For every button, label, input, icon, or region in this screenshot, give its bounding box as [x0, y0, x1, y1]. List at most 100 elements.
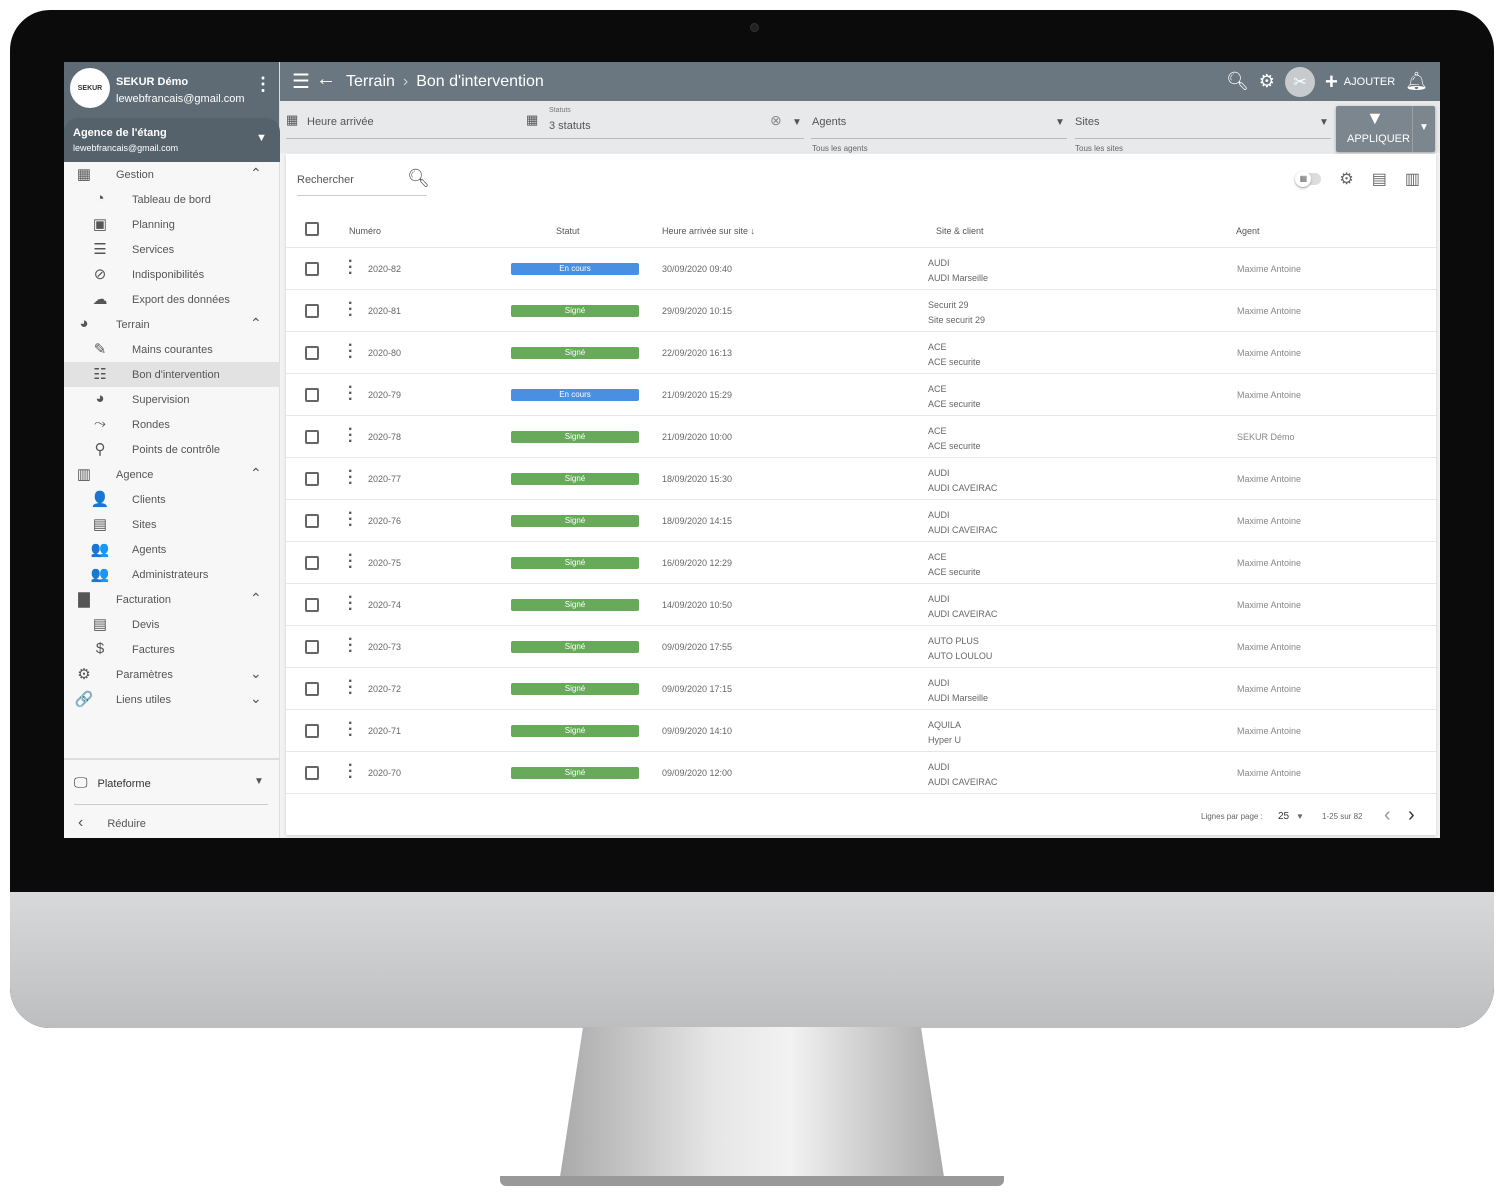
row-menu-icon[interactable]: · · · — [348, 715, 354, 744]
row-menu-icon[interactable]: · · · — [348, 631, 354, 660]
sidebar-item-liens-utiles[interactable]: 🔗 Liens utiles ⌄ — [64, 687, 280, 712]
sidebar-item-gestion[interactable]: ▦ Gestion ⌃ — [64, 162, 280, 187]
row-menu-icon[interactable]: · · · — [348, 673, 354, 702]
row-menu-icon[interactable]: · · · — [348, 337, 354, 366]
select-all-checkbox[interactable] — [305, 222, 319, 236]
sidebar-item-agence[interactable]: ▥ Agence ⌃ — [64, 462, 280, 487]
row-number[interactable]: 2020-80 — [368, 348, 402, 358]
table-row[interactable]: · · · 2020-75 Signé 16/09/2020 12:29 ACE AC… — [286, 542, 1436, 584]
row-checkbox[interactable] — [305, 724, 319, 738]
search-icon[interactable]: 🔍︎ — [1225, 71, 1249, 91]
sidebar-item-param-tres[interactable]: ⚙ Paramètres ⌄ — [64, 662, 280, 687]
platform-selector[interactable]: 🖵 Plateforme — [74, 774, 151, 791]
row-checkbox[interactable] — [305, 346, 319, 360]
caret-down-icon[interactable]: ▼ — [792, 117, 802, 128]
apply-dropdown-icon[interactable]: ▼ — [1412, 106, 1435, 152]
chevron-icon[interactable]: ⌃ — [250, 465, 262, 481]
arrival-date-filter[interactable]: ▦ Heure arrivée — [286, 107, 540, 139]
row-menu-icon[interactable]: · · · — [348, 547, 354, 576]
row-checkbox[interactable] — [305, 472, 319, 486]
row-number[interactable]: 2020-75 — [368, 558, 402, 568]
agents-filter[interactable]: Agents ▼ — [811, 107, 1067, 139]
table-row[interactable]: · · · 2020-80 Signé 22/09/2020 16:13 ACE AC… — [286, 332, 1436, 374]
tools-icon[interactable]: ✂ — [1284, 66, 1315, 97]
row-checkbox[interactable] — [305, 304, 319, 318]
sidebar-item-administrateurs[interactable]: 👥 Administrateurs — [64, 562, 280, 587]
col-arrival[interactable]: Heure arrivée sur site ↓ — [662, 226, 756, 236]
excel-export-icon[interactable]: ▤ — [1371, 171, 1387, 188]
row-number[interactable]: 2020-78 — [368, 432, 402, 442]
add-button[interactable]: + AJOUTER — [1325, 69, 1395, 95]
table-row[interactable]: · · · 2020-70 Signé 09/09/2020 12:00 AUDI A… — [286, 752, 1436, 794]
table-row[interactable]: · · · 2020-79 En cours 21/09/2020 15:29 AC… — [286, 374, 1436, 416]
sidebar-item-tableau-de-bord[interactable]: ◔ Tableau de bord — [64, 187, 280, 212]
sidebar-item-rondes[interactable]: ⤳ Rondes — [64, 412, 280, 437]
chevron-icon[interactable]: ⌄ — [250, 690, 262, 706]
chevron-icon[interactable]: ⌃ — [250, 315, 262, 331]
table-row[interactable]: · · · 2020-73 Signé 09/09/2020 17:55 AUTO … — [286, 626, 1436, 668]
rows-per-page-select[interactable]: 25 — [1278, 811, 1290, 822]
sidebar-item-bon-d-intervention[interactable]: ☷ Bon d'intervention — [64, 362, 280, 387]
chevron-icon[interactable]: ⌃ — [250, 590, 262, 606]
caret-down-icon[interactable]: ▼ — [1055, 117, 1065, 128]
table-row[interactable]: · · · 2020-74 Signé 14/09/2020 10:50 AUDI A… — [286, 584, 1436, 626]
sidebar-item-clients[interactable]: 👤 Clients — [64, 487, 280, 512]
view-toggle[interactable]: ▦ — [1295, 171, 1322, 187]
sidebar-item-sites[interactable]: ▤ Sites — [64, 512, 280, 537]
row-menu-icon[interactable]: · · · — [348, 379, 354, 408]
row-checkbox[interactable] — [305, 682, 319, 696]
chevron-icon[interactable]: ⌃ — [250, 165, 262, 181]
sidebar-item-agents[interactable]: 👥 Agents — [64, 537, 280, 562]
row-menu-icon[interactable]: · · · — [348, 463, 354, 492]
col-number[interactable]: Numéro — [349, 226, 382, 236]
sidebar-item-export-des-donn-es[interactable]: ☁ Export des données — [64, 287, 280, 312]
apply-button[interactable]: ▼ APPLIQUER ▼ — [1336, 106, 1435, 152]
search-input[interactable]: Rechercher 🔍︎ — [297, 166, 430, 196]
col-agent[interactable]: Agent — [1236, 226, 1260, 236]
table-row[interactable]: · · · 2020-78 Signé 21/09/2020 10:00 ACE AC… — [286, 416, 1436, 458]
col-site[interactable]: Site & client — [936, 226, 984, 236]
avatar[interactable]: SEKUR — [70, 68, 110, 108]
sidebar-item-points-de-contr-le[interactable]: ⚲ Points de contrôle — [64, 437, 280, 462]
reduce-button[interactable]: ‹ Réduire — [78, 814, 146, 832]
row-number[interactable]: 2020-73 — [368, 642, 402, 652]
row-number[interactable]: 2020-79 — [368, 390, 402, 400]
hamburger-icon[interactable]: ☰ — [292, 71, 310, 93]
table-row[interactable]: · · · 2020-81 Signé 29/09/2020 10:15 Secur… — [286, 290, 1436, 332]
sidebar-item-mains-courantes[interactable]: ✎ Mains courantes — [64, 337, 280, 362]
col-status[interactable]: Statut — [556, 226, 580, 236]
row-menu-icon[interactable]: · · · — [348, 505, 354, 534]
sidebar-item-planning[interactable]: ▣ Planning — [64, 212, 280, 237]
row-number[interactable]: 2020-76 — [368, 516, 402, 526]
table-row[interactable]: · · · 2020-82 En cours 30/09/2020 09:40 AU… — [286, 248, 1436, 290]
row-checkbox[interactable] — [305, 514, 319, 528]
agency-selector[interactable]: Agence de l'étang lewebfrancais@gmail.co… — [64, 118, 280, 162]
row-number[interactable]: 2020-70 — [368, 768, 402, 778]
row-menu-icon[interactable]: · · · — [348, 757, 354, 786]
sidebar-item-terrain[interactable]: ◕ Terrain ⌃ — [64, 312, 280, 337]
caret-down-icon[interactable]: ▼ — [254, 776, 264, 787]
row-number[interactable]: 2020-81 — [368, 306, 402, 316]
row-menu-icon[interactable]: · · · — [348, 253, 354, 282]
row-checkbox[interactable] — [305, 262, 319, 276]
table-row[interactable]: · · · 2020-72 Signé 09/09/2020 17:15 AUDI A… — [286, 668, 1436, 710]
prev-page-icon[interactable]: ‹ — [1384, 804, 1391, 826]
row-number[interactable]: 2020-77 — [368, 474, 402, 484]
sidebar-item-indisponibilit-s[interactable]: ⊘ Indisponibilités — [64, 262, 280, 287]
caret-down-icon[interactable]: ▼ — [1296, 812, 1304, 821]
row-checkbox[interactable] — [305, 430, 319, 444]
row-menu-icon[interactable]: · · · — [348, 421, 354, 450]
table-row[interactable]: · · · 2020-77 Signé 18/09/2020 15:30 AUDI A… — [286, 458, 1436, 500]
row-number[interactable]: 2020-72 — [368, 684, 402, 694]
row-checkbox[interactable] — [305, 640, 319, 654]
row-number[interactable]: 2020-82 — [368, 264, 402, 274]
back-arrow-icon[interactable]: ← — [316, 68, 336, 90]
gear-icon[interactable]: ⚙ — [1339, 171, 1354, 188]
chevron-icon[interactable]: ⌄ — [250, 665, 262, 681]
pdf-export-icon[interactable]: ▥ — [1404, 171, 1420, 188]
user-menu-icon[interactable]: ⋮ — [254, 74, 272, 94]
table-row[interactable]: · · · 2020-76 Signé 18/09/2020 14:15 AUDI A… — [286, 500, 1436, 542]
gears-icon[interactable]: ⚙ — [1258, 71, 1275, 91]
table-row[interactable]: · · · 2020-71 Signé 09/09/2020 14:10 AQUIL… — [286, 710, 1436, 752]
row-checkbox[interactable] — [305, 556, 319, 570]
